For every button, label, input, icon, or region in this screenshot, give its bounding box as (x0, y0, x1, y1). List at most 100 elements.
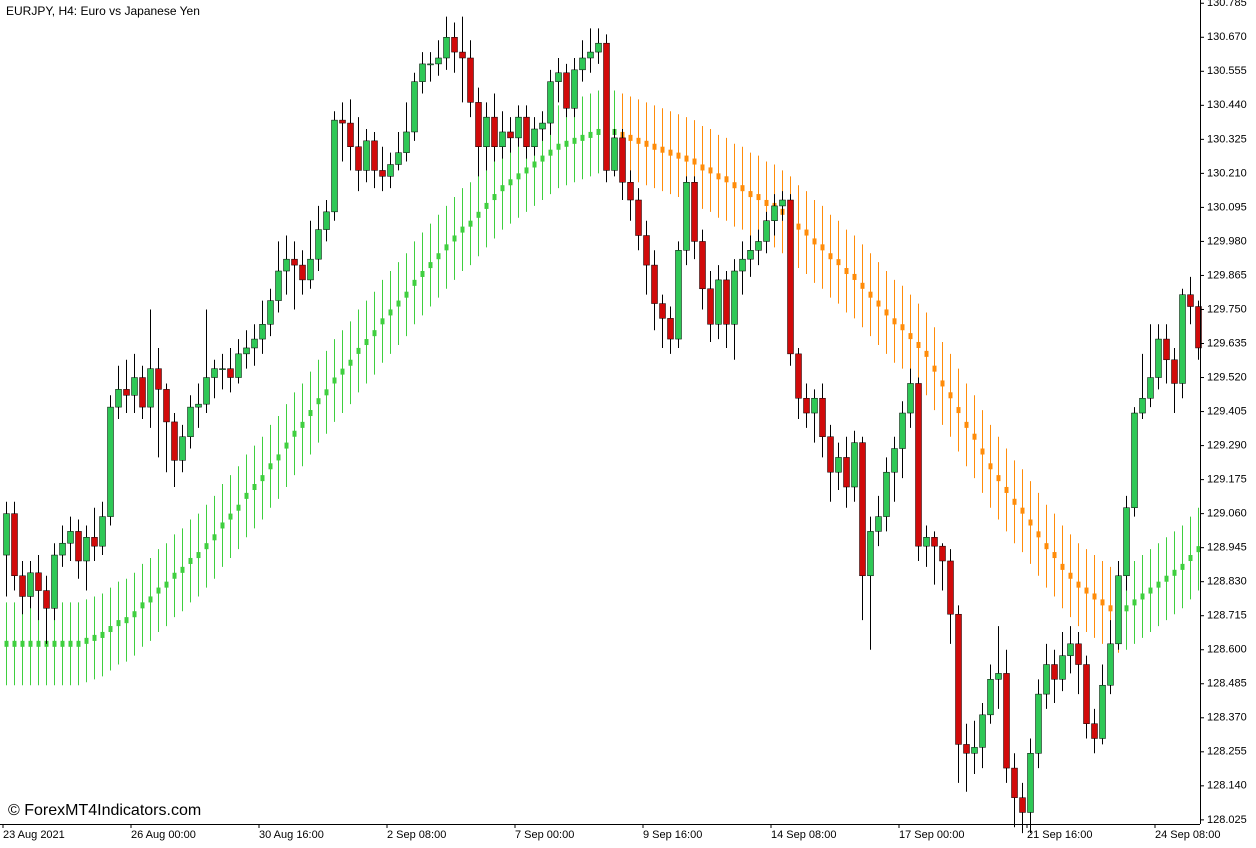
candle-body (515, 116, 522, 139)
x-tick-label: 30 Aug 16:00 (259, 829, 324, 841)
indicator-dot (1028, 519, 1033, 526)
indicator-dot (828, 253, 833, 260)
candle-body (195, 403, 202, 408)
candle-body (651, 264, 658, 304)
indicator-dot (916, 341, 921, 348)
indicator-dot (1012, 498, 1017, 505)
y-tick-label: 129.750 (1207, 303, 1247, 315)
indicator-dot (708, 167, 713, 174)
indicator-dot (1148, 587, 1153, 594)
indicator-dot (140, 602, 145, 609)
candle-body (1131, 412, 1138, 508)
candle-body (403, 131, 410, 153)
indicator-dot (588, 131, 593, 138)
candle-body (331, 119, 338, 213)
indicator-dot (1180, 563, 1185, 570)
candle-body (267, 300, 274, 325)
y-tick-label: 128.370 (1207, 712, 1247, 724)
indicator-dot (540, 155, 545, 162)
y-tick-label: 129.635 (1207, 337, 1247, 349)
candle-body (731, 270, 738, 325)
indicator-dot (124, 617, 129, 624)
candle-body (259, 324, 266, 340)
candle-body (691, 182, 698, 242)
indicator-dot (316, 398, 321, 405)
indicator-dot (548, 149, 553, 156)
candle-body (51, 554, 58, 609)
candle-body (915, 383, 922, 547)
indicator-dot (940, 380, 945, 387)
indicator-dot (84, 637, 89, 644)
indicator-dot (460, 226, 465, 233)
indicator-dot (972, 433, 977, 440)
candle-body (899, 412, 906, 449)
candle-body (443, 37, 450, 59)
x-tick-label: 23 Aug 2021 (3, 829, 65, 841)
candle-body (379, 170, 386, 177)
candle-body (123, 389, 130, 396)
indicator-dot (420, 270, 425, 277)
candle-body (187, 406, 194, 437)
candle-body (643, 235, 650, 266)
indicator-dot (452, 235, 457, 242)
candle-body (499, 131, 506, 148)
indicator-dot (812, 238, 817, 245)
y-tick-label: 128.025 (1207, 814, 1247, 826)
indicator-dot (964, 421, 969, 428)
candle-body (1027, 753, 1034, 813)
indicator-dot (844, 268, 849, 275)
x-tick-label: 9 Sep 16:00 (643, 829, 702, 841)
candle-body (611, 137, 618, 171)
candle-body (547, 81, 554, 124)
candle-body (627, 182, 634, 201)
candle-body (43, 590, 50, 609)
y-tick-label: 128.140 (1207, 780, 1247, 792)
indicator-dot (532, 161, 537, 168)
candle-body (1155, 338, 1162, 378)
x-tick-label: 2 Sep 08:00 (387, 829, 446, 841)
candle-body (1171, 359, 1178, 384)
indicator-dot (652, 143, 657, 150)
candle-body (171, 421, 178, 461)
indicator-dot (300, 421, 305, 428)
candle-body (555, 72, 562, 82)
indicator-dot (868, 291, 873, 298)
candle-body (571, 69, 578, 109)
candle-body (995, 673, 1002, 680)
indicator-dot (1084, 587, 1089, 594)
indicator-dot (644, 140, 649, 147)
indicator-dot (412, 279, 417, 286)
indicator-dot (748, 191, 753, 198)
candle-body (1163, 338, 1170, 361)
candle-body (1099, 684, 1106, 739)
candle-body (539, 122, 546, 130)
indicator-dot (756, 194, 761, 201)
candle-body (115, 389, 122, 408)
indicator-dot (4, 640, 9, 647)
candle-body (795, 353, 802, 399)
candle-body (875, 516, 882, 532)
candle-body (1187, 294, 1194, 307)
indicator-dot (724, 176, 729, 183)
indicator-dot (1140, 593, 1145, 600)
indicator-dot (332, 377, 337, 384)
indicator-dot (396, 300, 401, 307)
x-tick-label: 21 Sep 16:00 (1027, 829, 1092, 841)
candle-body (19, 575, 26, 597)
candle-body (363, 140, 370, 171)
candle-body (139, 377, 146, 408)
candle-body (595, 42, 602, 53)
candle-body (227, 368, 234, 378)
candle-body (387, 164, 394, 177)
indicator-dot (1092, 593, 1097, 600)
indicator-dot (924, 350, 929, 357)
indicator-dot (252, 484, 257, 491)
x-tick-label: 26 Aug 00:00 (131, 829, 196, 841)
candle-body (427, 63, 434, 66)
indicator-dot (404, 291, 409, 298)
indicator-dot (628, 134, 633, 141)
candle-body (315, 229, 322, 260)
indicator-dot (1044, 543, 1049, 550)
candle-body (563, 72, 570, 109)
candle-body (1115, 575, 1122, 645)
